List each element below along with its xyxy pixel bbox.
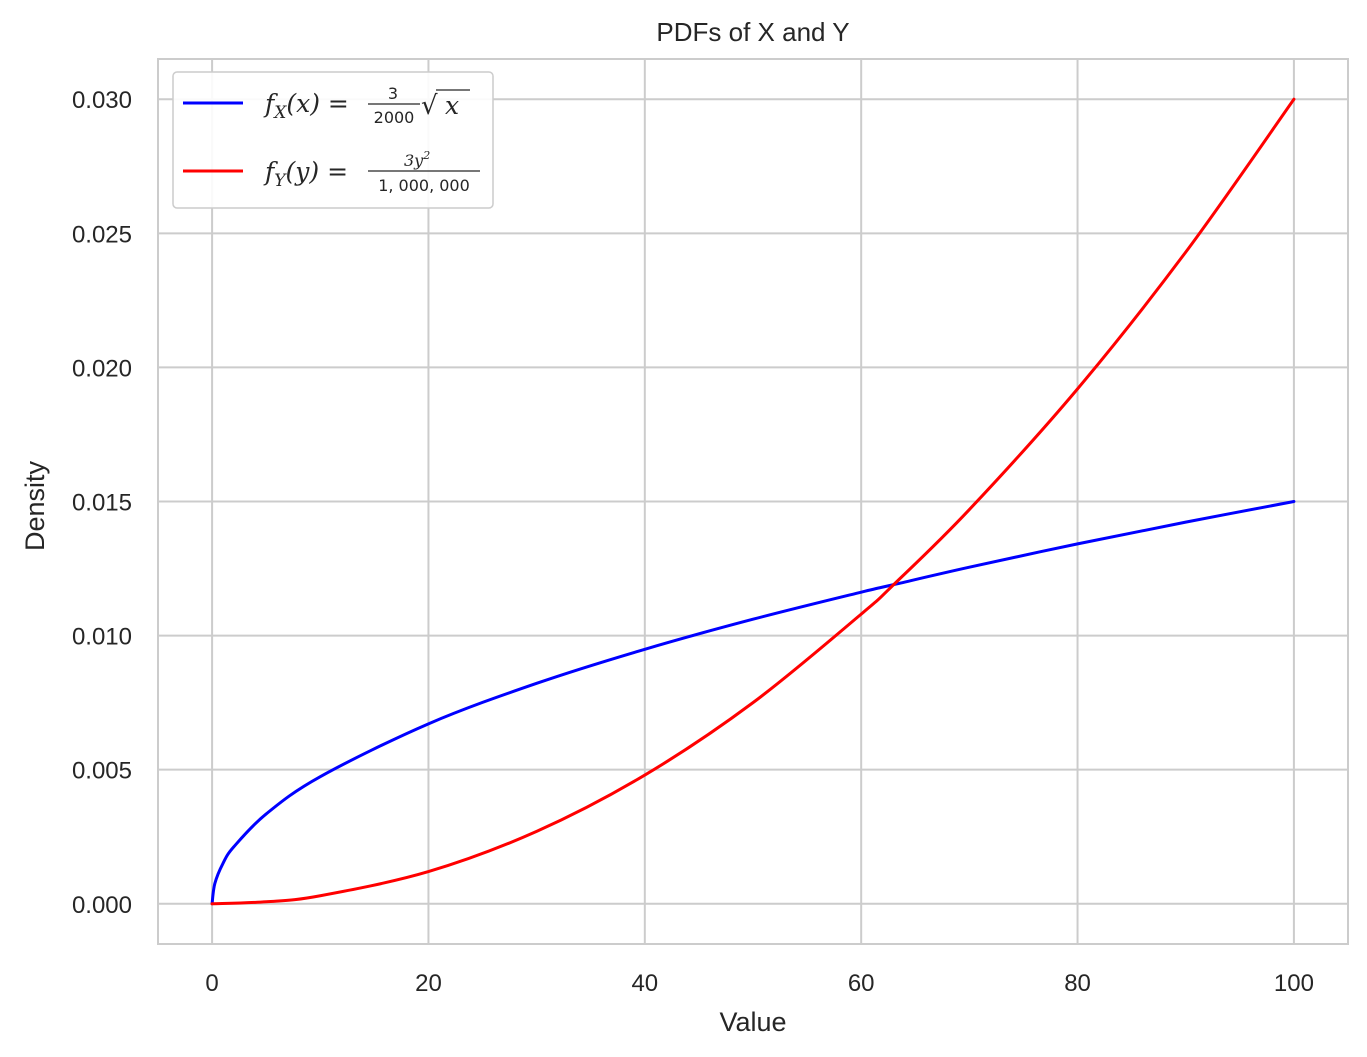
grid-lines [158,59,1348,944]
x-tick-label: 20 [415,970,442,997]
legend-label-y: fY(y) = 3y2 1, 000, 000 [263,149,480,195]
svg-text:3y2: 3y2 [404,149,430,170]
y-tick-labels: 0.000 0.005 0.010 0.015 0.020 0.025 0.030 [72,87,132,919]
svg-text:fY(y) =: fY(y) = [263,157,348,191]
y-tick-label: 0.010 [72,624,132,651]
series-line-x [210,500,1296,906]
plot-frame [157,58,1349,945]
svg-text:1, 000, 000: 1, 000, 000 [378,176,470,195]
y-tick-label: 0.030 [72,87,132,114]
x-tick-labels: 0 20 40 60 80 100 [205,970,1314,997]
y-tick-label: 0.020 [72,355,132,382]
y-axis-label: Density [20,460,50,551]
y-tick-label: 0.025 [72,221,132,248]
legend-box [172,71,494,209]
y-tick-label: 0.005 [72,758,132,785]
y-tick-label: 0.000 [72,892,132,919]
x-tick-label: 0 [205,970,218,997]
x-tick-label: 80 [1064,970,1091,997]
x-tick-label: 100 [1274,970,1314,997]
y-tick-label: 0.015 [72,490,132,517]
x-tick-label: 60 [848,970,875,997]
svg-text:x: x [445,91,459,120]
svg-text:2000: 2000 [374,108,415,127]
legend-label-x: fX(x) = 3 2000 √ x [263,84,470,127]
chart-title: PDFs of X and Y [656,17,849,47]
legend: fX(x) = 3 2000 √ x fY(y) = 3y2 1, 000, 0… [172,71,494,209]
svg-text:fX(x) =: fX(x) = [263,89,349,123]
series-lines [210,97,1296,906]
series-line-y [210,97,1296,906]
x-tick-label: 40 [631,970,658,997]
svg-text:√: √ [421,91,438,121]
x-axis-label: Value [719,1007,786,1037]
svg-text:3: 3 [388,84,398,103]
